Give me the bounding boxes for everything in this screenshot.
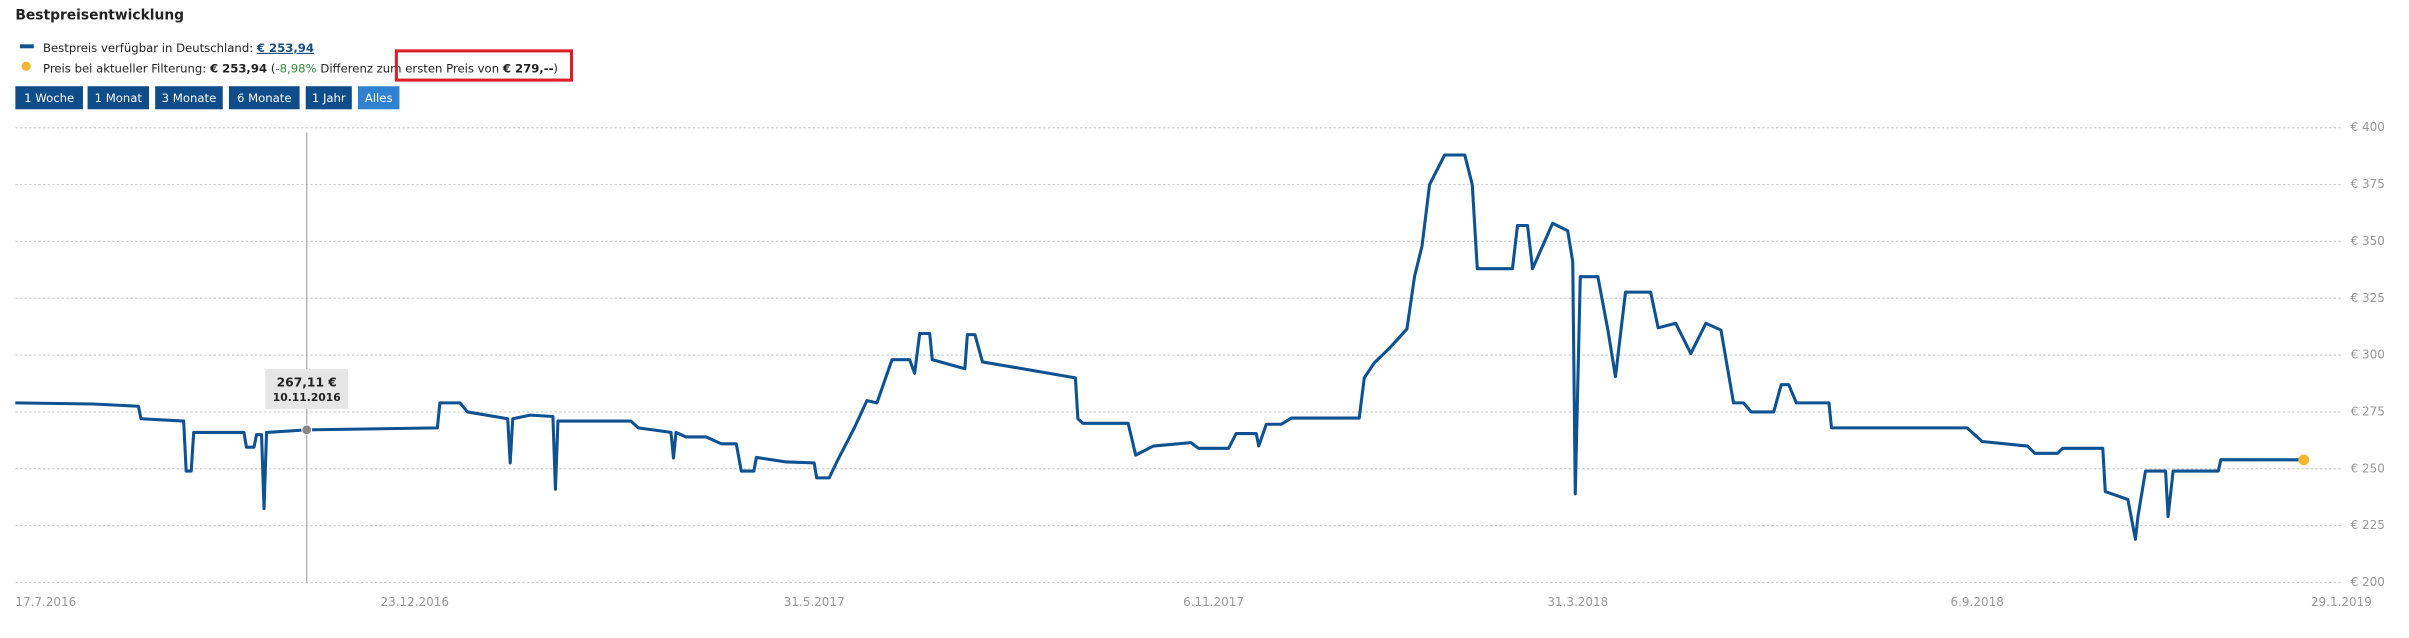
highlight-box — [394, 49, 574, 82]
button-bg[interactable] — [87, 86, 150, 110]
y-tick-label: € 375 — [2351, 177, 2385, 191]
legend-best-price: Bestpreis verfügbar in Deutschland: € 25… — [43, 40, 314, 54]
range-button[interactable]: 1 Monat — [87, 86, 150, 110]
range-button[interactable]: 1 Woche — [15, 86, 83, 110]
y-tick-label: € 350 — [2351, 234, 2385, 248]
button-bg[interactable] — [228, 86, 300, 110]
button-bg[interactable] — [305, 86, 352, 110]
button-label[interactable]: 1 Jahr — [312, 91, 346, 105]
y-tick-label: € 300 — [2351, 348, 2385, 362]
x-tick-label: 6.11.2017 — [1183, 595, 1244, 609]
y-tick-label: € 250 — [2351, 461, 2385, 475]
y-tick-label: € 400 — [2351, 120, 2385, 134]
best-price-link[interactable]: € 253,94 — [256, 40, 314, 54]
filter-label: Preis bei aktueller Filterung: — [43, 61, 206, 75]
button-label[interactable]: 3 Monate — [162, 91, 217, 105]
range-button[interactable]: Alles — [357, 86, 400, 110]
button-bg[interactable] — [155, 86, 223, 110]
filter-price: € 253,94 — [209, 61, 267, 75]
tooltip-value: 267,11 € — [277, 375, 337, 389]
button-label[interactable]: 1 Woche — [24, 91, 74, 105]
range-button[interactable]: 6 Monate — [228, 86, 300, 110]
legend-label: Bestpreis verfügbar in Deutschland: — [43, 40, 253, 54]
paren-open: ( — [271, 61, 276, 75]
x-tick-label: 6.9.2018 — [1951, 595, 2004, 609]
button-label[interactable]: Alles — [365, 91, 393, 105]
range-buttons: 1 Woche 1 Monat 3 Monate 6 Monate 1 Jahr Alle… — [15, 86, 400, 110]
x-tick-label: 31.3.2018 — [1547, 595, 1608, 609]
tooltip-box — [265, 368, 349, 409]
current-price-dot — [2298, 454, 2310, 466]
y-tick-label: € 275 — [2351, 404, 2385, 418]
x-tick-label: 17.7.2016 — [15, 595, 76, 609]
range-button[interactable]: 3 Monate — [155, 86, 223, 110]
price-line — [15, 153, 2304, 541]
paren-close: ) — [553, 61, 558, 75]
x-tick-label: 29.1.2019 — [2311, 595, 2372, 609]
button-bg[interactable] — [15, 86, 83, 110]
y-tick-label: € 225 — [2351, 518, 2385, 532]
button-label[interactable]: 1 Monat — [95, 91, 143, 105]
tooltip-point — [301, 424, 313, 436]
filter-note: Preis bei aktueller Filterung: € 253,94 … — [43, 61, 558, 75]
x-tick-label: 31.5.2017 — [784, 595, 845, 609]
price-change: -8,98% — [275, 61, 316, 75]
y-tick-label: € 325 — [2351, 291, 2385, 305]
change-text: Differenz zum ersten Preis von — [320, 61, 499, 75]
tooltip-date: 10.11.2016 — [273, 391, 341, 404]
button-bg[interactable] — [357, 86, 400, 110]
x-tick-label: 23.12.2016 — [380, 595, 449, 609]
button-label[interactable]: 6 Monate — [237, 91, 292, 105]
range-button[interactable]: 1 Jahr — [305, 86, 352, 110]
y-tick-label: € 200 — [2351, 575, 2385, 589]
plot-area: € 200 € 225 € 250 € 275 € 300 € 325 € 350 € 375… — [15, 120, 2385, 609]
widget-title: Bestpreisentwicklung — [15, 8, 184, 24]
first-price: € 279,-- — [502, 61, 554, 75]
legend-current-dot — [21, 61, 31, 71]
